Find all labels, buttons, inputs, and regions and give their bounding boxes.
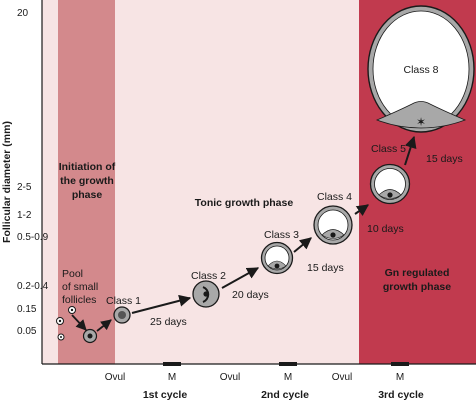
arrow-pool-to-selected <box>71 314 87 331</box>
initiation-label-line-3: phase <box>72 189 103 201</box>
duration-class-3-to-4: 15 days <box>307 262 344 274</box>
menstruation-bar-2 <box>279 362 297 366</box>
arrow-class-4-to-5 <box>354 204 369 217</box>
y-tick-2-5: 2-5 <box>17 182 32 193</box>
class-8-label: Class 8 <box>403 64 438 76</box>
x-tick-ovul-3: Ovul <box>332 372 353 383</box>
gn-label-line-1: Gn regulated <box>385 267 450 279</box>
cycle-label-3: 3rd cycle <box>378 389 424 401</box>
follicle-class-1 <box>113 306 131 324</box>
y-tick-0-2-0-4: 0.2-0.4 <box>17 281 49 292</box>
arrow-to-class-1 <box>96 319 112 332</box>
gn-label-line-2: growth phase <box>383 281 451 293</box>
follicle-class-8: ✶ <box>367 5 475 133</box>
arrow-class-3-to-4 <box>293 237 312 253</box>
x-tick-m-2: M <box>284 372 292 383</box>
x-tick-ovul-2: Ovul <box>220 372 241 383</box>
x-tick-m-1: M <box>168 372 176 383</box>
class-4-label: Class 4 <box>317 191 352 203</box>
menstruation-bar-3 <box>391 362 409 366</box>
x-tick-ovul-1: Ovul <box>105 372 126 383</box>
oocyte-star-icon: ✶ <box>416 115 426 129</box>
small-follicles-pool <box>56 306 98 344</box>
initiation-label-line-2: the growth <box>60 175 114 187</box>
initiation-label-line-1: Initiation of <box>59 161 116 173</box>
follicle-class-3 <box>260 241 294 275</box>
duration-class-5-to-8: 15 days <box>426 153 463 165</box>
follicle-class-5 <box>369 163 411 205</box>
class-3-label: Class 3 <box>264 229 299 241</box>
class-2-label: Class 2 <box>191 270 226 282</box>
arrow-class-2-to-3 <box>221 267 260 289</box>
duration-class-1-to-2: 25 days <box>150 316 187 328</box>
pool-label-line-3: follicles <box>62 294 96 306</box>
class-1-label: Class 1 <box>106 295 141 307</box>
y-tick-20: 20 <box>17 8 29 19</box>
follicle-class-4 <box>313 205 353 245</box>
duration-class-2-to-3: 20 days <box>232 289 269 301</box>
pool-label-line-2: of small <box>62 281 98 293</box>
pool-label-line-1: Pool <box>62 268 83 280</box>
follicle-class-2 <box>192 280 220 308</box>
tonic-phase-label: Tonic growth phase <box>195 197 294 209</box>
cycle-label-1: 1st cycle <box>143 389 188 401</box>
arrow-class-5-to-8 <box>404 135 417 166</box>
y-tick-0-5-0-9: 0.5-0.9 <box>17 232 49 243</box>
y-tick-1-2: 1-2 <box>17 210 32 221</box>
x-tick-m-3: M <box>396 372 404 383</box>
y-tick-0-15: 0.15 <box>17 304 37 315</box>
arrow-class-1-to-2 <box>131 294 192 314</box>
class-5-label: Class 5 <box>371 143 406 155</box>
initiation-band <box>58 0 115 364</box>
duration-class-4-to-5: 10 days <box>367 223 404 235</box>
y-tick-0-05: 0.05 <box>17 326 37 337</box>
cycle-label-2: 2nd cycle <box>261 389 309 401</box>
menstruation-bar-1 <box>163 362 181 366</box>
y-axis-label: Follicular diameter (mm) <box>1 121 13 243</box>
